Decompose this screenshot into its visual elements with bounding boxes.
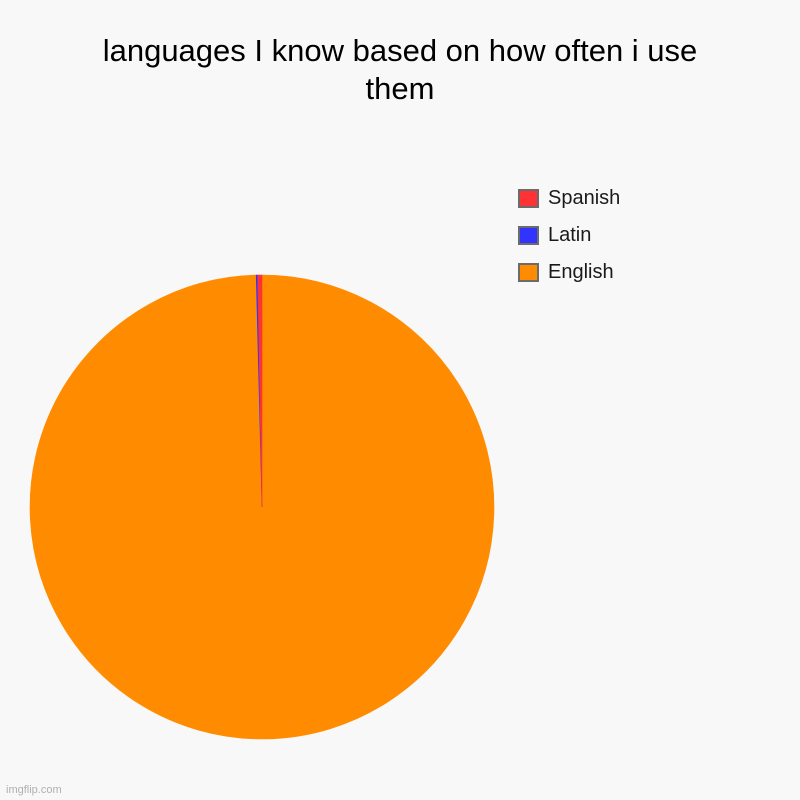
watermark: imgflip.com xyxy=(6,784,62,796)
legend-label-latin: Latin xyxy=(548,224,592,246)
chart-title: languages I know based on how often i us… xyxy=(0,32,800,108)
pie-slice-spanish xyxy=(257,274,263,508)
legend-label-spanish: Spanish xyxy=(548,187,621,209)
legend: Spanish Latin English xyxy=(518,180,620,291)
chart-title-line-2: them xyxy=(365,71,435,106)
legend-swatch-english xyxy=(518,263,539,282)
legend-item-english: English xyxy=(518,254,620,291)
chart-title-line-1: languages I know based on how often i us… xyxy=(102,33,698,68)
legend-item-latin: Latin xyxy=(518,217,620,254)
legend-swatch-latin xyxy=(518,226,539,245)
legend-swatch-spanish xyxy=(518,189,539,208)
legend-label-english: English xyxy=(548,261,614,283)
legend-item-spanish: Spanish xyxy=(518,180,620,217)
